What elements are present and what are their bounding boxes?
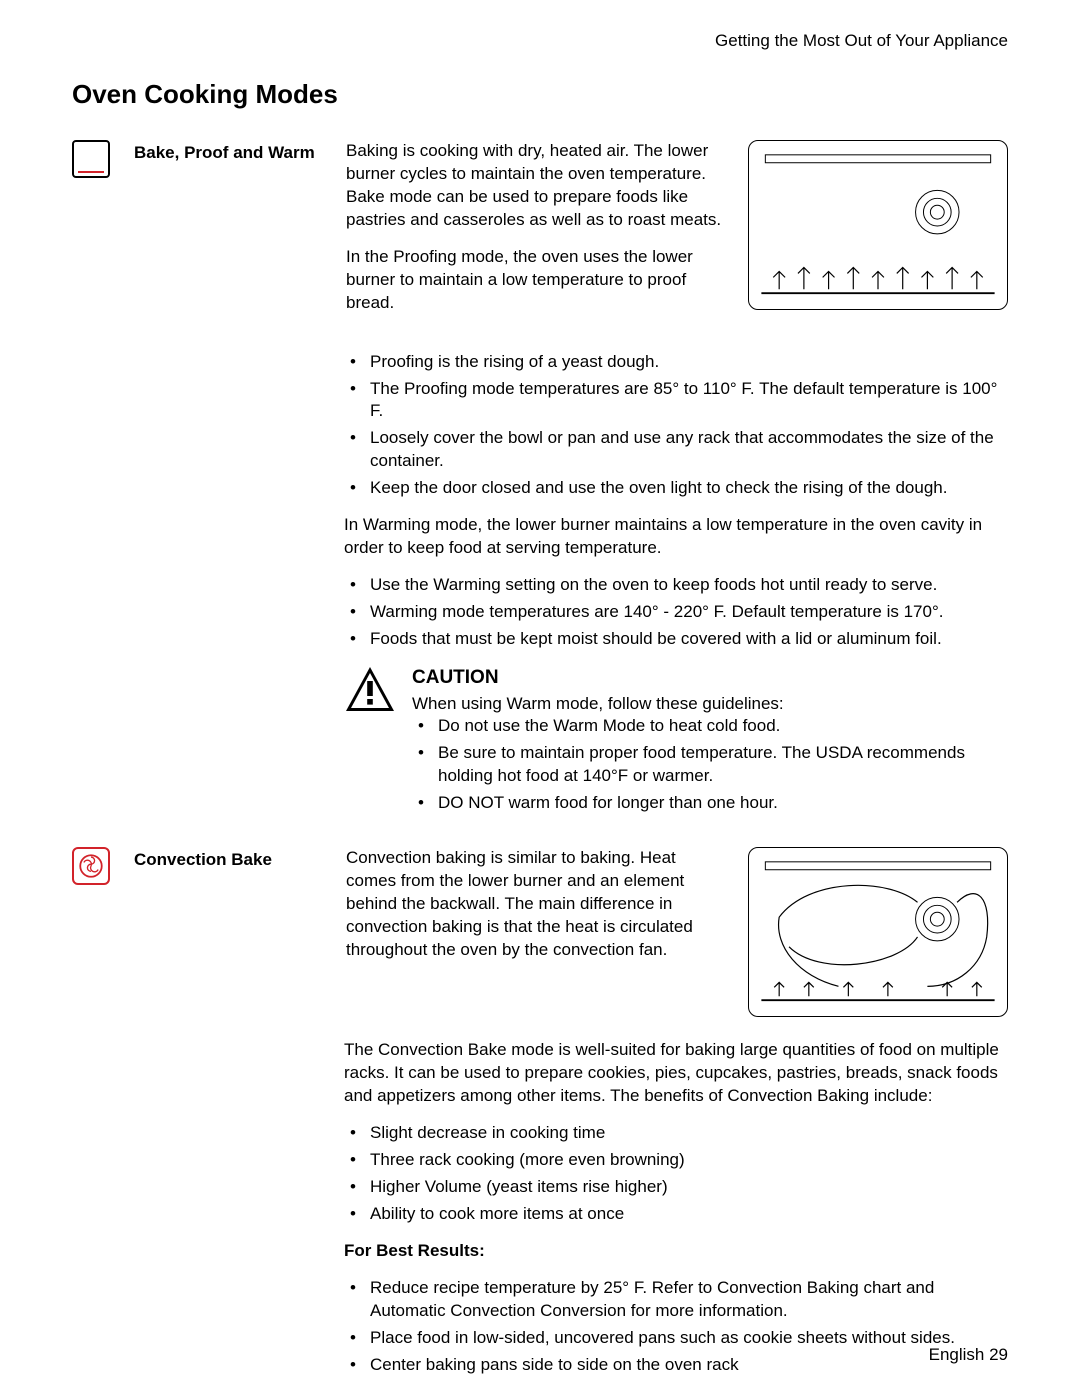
list-item: Proofing is the rising of a yeast dough.	[370, 351, 1008, 374]
bake-mode-icon	[72, 140, 110, 178]
benefits-bullets: Slight decrease in cooking time Three ra…	[344, 1122, 1008, 1226]
list-item: Reduce recipe temperature by 25° F. Refe…	[370, 1277, 1008, 1323]
mode1-label: Bake, Proof and Warm	[134, 140, 324, 343]
page-title: Oven Cooking Modes	[72, 77, 1008, 112]
list-item: Slight decrease in cooking time	[370, 1122, 1008, 1145]
mode1-intro2: In the Proofing mode, the oven uses the …	[346, 246, 728, 315]
caution-title: CAUTION	[412, 665, 1008, 691]
list-item: Ability to cook more items at once	[370, 1203, 1008, 1226]
best-results-head: For Best Results:	[344, 1240, 1008, 1263]
mode2-intro1: Convection baking is similar to baking. …	[346, 847, 728, 962]
mode2-label: Convection Bake	[134, 847, 324, 1031]
convection-bake-icon	[72, 847, 110, 885]
list-item: The Proofing mode temperatures are 85° t…	[370, 378, 1008, 424]
list-item: Keep the door closed and use the oven li…	[370, 477, 1008, 500]
best-results-bullets: Reduce recipe temperature by 25° F. Refe…	[344, 1277, 1008, 1377]
mode-bake-proof-warm: Bake, Proof and Warm Baking is cooking w…	[72, 140, 1008, 343]
list-item: Foods that must be kept moist should be …	[370, 628, 1008, 651]
caution-icon	[344, 665, 396, 819]
caution-lead: When using Warm mode, follow these guide…	[412, 693, 1008, 716]
caution-bullets: Do not use the Warm Mode to heat cold fo…	[412, 715, 1008, 815]
list-item: Do not use the Warm Mode to heat cold fo…	[438, 715, 1008, 738]
list-item: Place food in low-sided, uncovered pans …	[370, 1327, 1008, 1350]
convection-diagram	[748, 847, 1008, 1017]
mode1-intro1: Baking is cooking with dry, heated air. …	[346, 140, 728, 232]
proof-bullets: Proofing is the rising of a yeast dough.…	[344, 351, 1008, 501]
list-item: Use the Warming setting on the oven to k…	[370, 574, 1008, 597]
list-item: Three rack cooking (more even browning)	[370, 1149, 1008, 1172]
list-item: DO NOT warm food for longer than one hou…	[438, 792, 1008, 815]
list-item: Be sure to maintain proper food temperat…	[438, 742, 1008, 788]
page-footer: English 29	[929, 1344, 1008, 1367]
list-item: Warming mode temperatures are 140° - 220…	[370, 601, 1008, 624]
list-item: Center baking pans side to side on the o…	[370, 1354, 1008, 1377]
list-item: Loosely cover the bowl or pan and use an…	[370, 427, 1008, 473]
header-breadcrumb: Getting the Most Out of Your Appliance	[72, 30, 1008, 53]
mode2-intro2: The Convection Bake mode is well-suited …	[344, 1039, 1008, 1108]
list-item: Higher Volume (yeast items rise higher)	[370, 1176, 1008, 1199]
caution-block: CAUTION When using Warm mode, follow the…	[344, 665, 1008, 819]
bake-diagram	[748, 140, 1008, 310]
warm-para: In Warming mode, the lower burner mainta…	[344, 514, 1008, 560]
warm-bullets: Use the Warming setting on the oven to k…	[344, 574, 1008, 651]
mode-convection-bake: Convection Bake Convection baking is sim…	[72, 847, 1008, 1031]
